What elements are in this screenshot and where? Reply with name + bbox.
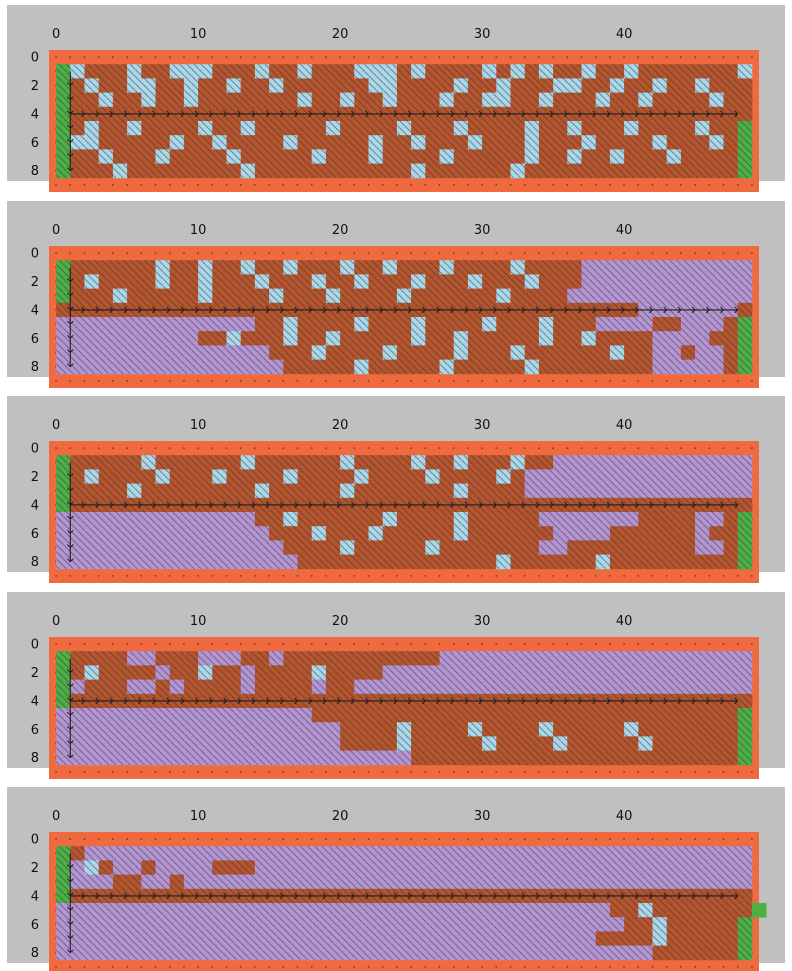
- grid-panel-1: 0 10 20 30 40 0 2 4 6 8: [7, 5, 785, 192]
- y-tick-label: 4: [31, 303, 39, 318]
- x-tick-label: 10: [190, 223, 207, 238]
- grid-panel-4: 0 10 20 30 40 0 2 4 6 8: [7, 592, 785, 779]
- y-tick-label: 6: [31, 332, 39, 347]
- grid-panel-5: 0 10 20 30 40 0 2 4 6 8: [7, 787, 785, 971]
- x-tick-label: 30: [474, 809, 491, 824]
- x-tick-label: 0: [52, 614, 60, 629]
- flow-hatch: [56, 260, 752, 374]
- y-tick-label: 2: [31, 79, 39, 94]
- axis-ticks: 0 10 20 30 40 0 2 4 6 8: [31, 27, 633, 179]
- axis-ticks: 0 10 20 30 40 0 2 4 6 8: [31, 809, 633, 961]
- x-tick-label: 40: [616, 418, 633, 433]
- flow-arrows: [66, 71, 739, 172]
- y-tick-label: 8: [31, 946, 39, 961]
- axis-ticks: 0 10 20 30 40 0 2 4 6 8: [31, 223, 633, 375]
- grid-panel-3: 0 10 20 30 40 0 2 4 6 8: [7, 396, 785, 583]
- x-tick-label: 10: [190, 27, 207, 42]
- x-tick-label: 40: [616, 614, 633, 629]
- y-tick-label: 0: [31, 51, 39, 66]
- y-tick-label: 0: [31, 638, 39, 653]
- y-tick-label: 0: [31, 247, 39, 262]
- flow-hatch: [56, 64, 752, 178]
- y-tick-label: 6: [31, 723, 39, 738]
- x-tick-label: 10: [190, 418, 207, 433]
- x-tick-label: 40: [616, 223, 633, 238]
- x-tick-label: 10: [190, 614, 207, 629]
- y-tick-label: 4: [31, 107, 39, 122]
- x-tick-label: 20: [332, 809, 349, 824]
- flow-hatch: [56, 846, 752, 960]
- x-tick-label: 20: [332, 27, 349, 42]
- y-tick-label: 2: [31, 470, 39, 485]
- y-tick-label: 2: [31, 861, 39, 876]
- x-tick-label: 10: [190, 809, 207, 824]
- grid-plot-5: 0 10 20 30 40 0 2 4 6 8: [31, 809, 767, 971]
- x-tick-label: 0: [52, 27, 60, 42]
- grid-cell: [751, 903, 767, 918]
- y-tick-label: 8: [31, 751, 39, 766]
- axis-ticks: 0 10 20 30 40 0 2 4 6 8: [31, 614, 633, 766]
- x-tick-label: 30: [474, 418, 491, 433]
- y-tick-label: 4: [31, 498, 39, 513]
- x-tick-label: 20: [332, 418, 349, 433]
- x-tick-label: 30: [474, 27, 491, 42]
- flow-arrows: [66, 267, 739, 368]
- flow-arrows: [66, 853, 739, 954]
- x-tick-label: 0: [52, 223, 60, 238]
- x-tick-label: 30: [474, 614, 491, 629]
- x-tick-label: 20: [332, 614, 349, 629]
- y-tick-label: 6: [31, 136, 39, 151]
- x-tick-label: 20: [332, 223, 349, 238]
- y-tick-label: 8: [31, 555, 39, 570]
- y-tick-label: 2: [31, 275, 39, 290]
- x-tick-label: 30: [474, 223, 491, 238]
- y-tick-label: 0: [31, 442, 39, 457]
- x-tick-label: 0: [52, 809, 60, 824]
- y-tick-label: 4: [31, 694, 39, 709]
- grid-plot-2: 0 10 20 30 40 0 2 4 6 8: [31, 223, 759, 388]
- flow-arrows: [66, 658, 739, 759]
- y-tick-label: 6: [31, 527, 39, 542]
- grid-plot-1: 0 10 20 30 40 0 2 4 6 8: [31, 27, 759, 192]
- y-tick-label: 4: [31, 889, 39, 904]
- grid-plot-3: 0 10 20 30 40 0 2 4 6 8: [31, 418, 759, 583]
- y-tick-label: 0: [31, 833, 39, 848]
- grid-plot-4: 0 10 20 30 40 0 2 4 6 8: [31, 614, 759, 779]
- wall-dots: [55, 447, 753, 577]
- x-tick-label: 40: [616, 809, 633, 824]
- y-tick-label: 8: [31, 360, 39, 375]
- y-tick-label: 8: [31, 164, 39, 179]
- axis-ticks: 0 10 20 30 40 0 2 4 6 8: [31, 418, 633, 570]
- flow-hatch: [56, 455, 752, 569]
- y-tick-label: 6: [31, 918, 39, 933]
- flow-hatch: [56, 651, 752, 765]
- flow-arrows: [66, 462, 739, 563]
- grid-panel-2: 0 10 20 30 40 0 2 4 6 8: [7, 201, 785, 388]
- x-tick-label: 40: [616, 27, 633, 42]
- y-tick-label: 2: [31, 666, 39, 681]
- x-tick-label: 0: [52, 418, 60, 433]
